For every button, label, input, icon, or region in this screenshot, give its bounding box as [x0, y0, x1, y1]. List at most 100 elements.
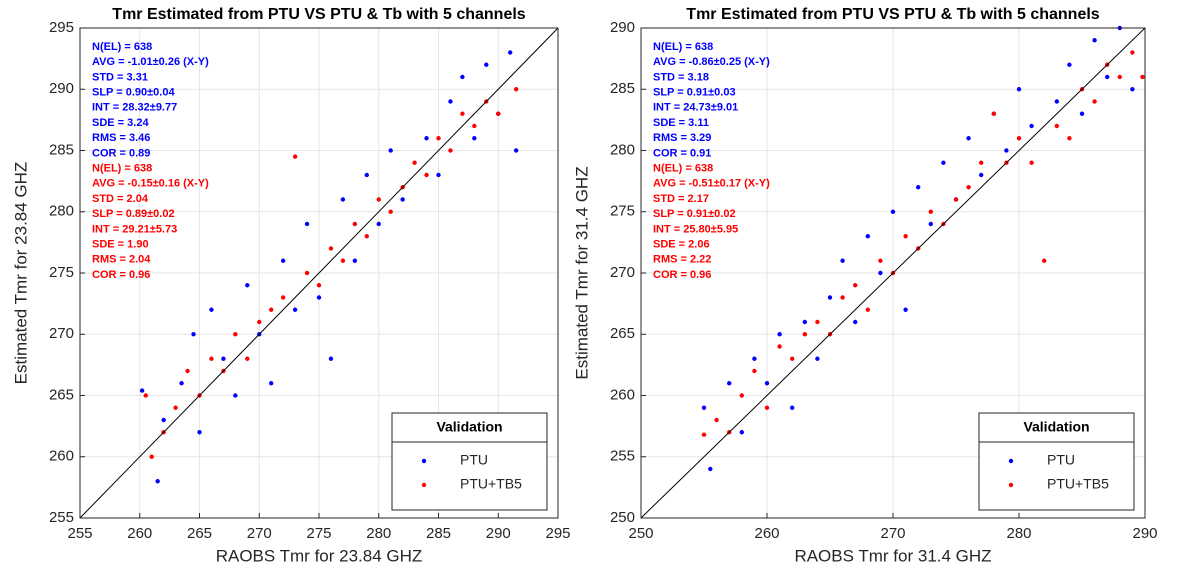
point: [1140, 74, 1145, 80]
point: [245, 356, 250, 361]
point: [185, 368, 190, 374]
point: [292, 154, 298, 159]
point: [878, 270, 883, 276]
point: [903, 234, 908, 239]
point: [1067, 62, 1072, 67]
point: [928, 209, 933, 214]
stat-annotation: SDE = 3.11: [653, 117, 709, 129]
point: [233, 332, 238, 337]
y-tick-label: 280: [610, 141, 635, 158]
point: [979, 160, 984, 165]
stat-annotation: STD = 3.31: [92, 71, 148, 83]
axes-frame: [640, 27, 1146, 519]
y-tick-label: 295: [49, 19, 74, 36]
point: [280, 295, 286, 300]
x-tick-label: 280: [366, 525, 391, 542]
stat-annotation: AVG = -1.01±0.26 (X-Y): [92, 56, 209, 68]
point: [815, 356, 820, 361]
point: [513, 87, 519, 92]
point: [1079, 111, 1085, 116]
stat-annotation: RMS = 3.29: [653, 132, 711, 144]
point: [1029, 123, 1034, 129]
x-tick-label: 270: [880, 525, 905, 542]
point: [304, 221, 310, 227]
y-axis-label: Estimated Tmr for 23.84 GHZ: [11, 162, 30, 385]
point: [448, 148, 453, 153]
point: [139, 388, 145, 393]
y-tick-label: 290: [49, 80, 74, 97]
point: [424, 172, 429, 178]
point: [460, 74, 465, 80]
legend-box: [978, 412, 1135, 511]
point: [436, 136, 441, 141]
point: [448, 99, 453, 104]
legend-box: [391, 412, 548, 511]
point: [1029, 160, 1034, 165]
x-tick-label: 295: [545, 525, 570, 542]
point: [508, 50, 513, 55]
y-tick-label: 290: [610, 19, 635, 36]
point: [412, 160, 417, 165]
point: [764, 381, 770, 386]
stat-annotation: COR = 0.91: [653, 147, 711, 159]
point: [1105, 74, 1110, 80]
stat-annotation: AVG = -0.86±0.25 (X-Y): [653, 56, 770, 68]
identity-line: [640, 27, 1146, 519]
point: [1016, 136, 1022, 141]
point: [484, 62, 489, 67]
point: [790, 405, 795, 410]
stat-annotation: INT = 25.80±5.95: [653, 223, 738, 235]
point: [400, 197, 405, 202]
axes-frame: [79, 27, 559, 519]
point: [991, 111, 996, 116]
point: [352, 221, 358, 227]
stat-annotation: INT = 24.73±9.01: [653, 102, 738, 114]
stat-annotation: N(EL) = 638: [653, 163, 713, 175]
point: [221, 356, 226, 361]
point: [304, 270, 310, 276]
legend-title: Validation: [1023, 419, 1089, 435]
point: [388, 148, 393, 153]
stat-annotation: COR = 0.96: [653, 269, 711, 281]
point: [280, 258, 286, 263]
point: [292, 307, 298, 312]
stat-annotation: COR = 0.96: [92, 269, 150, 281]
chart-title: Tmr Estimated from PTU VS PTU & Tb with …: [112, 6, 526, 23]
x-axis-label: RAOBS Tmr for 31.4 GHZ: [794, 546, 991, 565]
stat-annotation: N(EL) = 638: [653, 41, 713, 53]
y-axis-label: Estimated Tmr for 31.4 GHZ: [572, 166, 591, 379]
point: [1130, 87, 1135, 92]
point: [708, 466, 713, 472]
y-tick-label: 275: [49, 264, 74, 281]
point: [460, 111, 465, 116]
legend-marker: [421, 458, 427, 464]
point: [790, 356, 795, 361]
x-tick-label: 290: [1132, 525, 1157, 542]
stat-annotation: INT = 29.21±5.73: [92, 223, 177, 235]
y-tick-label: 255: [49, 509, 74, 526]
point: [376, 221, 381, 227]
point: [916, 185, 921, 190]
point: [269, 381, 274, 386]
y-tick-label: 285: [610, 80, 635, 97]
stat-annotation: SLP = 0.91±0.02: [653, 208, 736, 220]
x-tick-label: 275: [306, 525, 331, 542]
x-tick-label: 265: [187, 525, 212, 542]
stat-annotation: SLP = 0.91±0.03: [653, 87, 736, 99]
point: [928, 221, 933, 227]
point: [840, 295, 845, 300]
point: [701, 405, 707, 410]
point: [1092, 38, 1097, 43]
point: [777, 332, 782, 337]
point: [802, 332, 807, 337]
stat-annotation: COR = 0.89: [92, 147, 150, 159]
y-tick-label: 280: [49, 203, 74, 220]
point: [1054, 99, 1060, 104]
point: [752, 368, 757, 374]
point: [424, 136, 429, 141]
stat-annotation: RMS = 2.04: [92, 254, 151, 266]
point: [1042, 258, 1047, 263]
point: [269, 307, 274, 312]
point: [853, 319, 858, 325]
